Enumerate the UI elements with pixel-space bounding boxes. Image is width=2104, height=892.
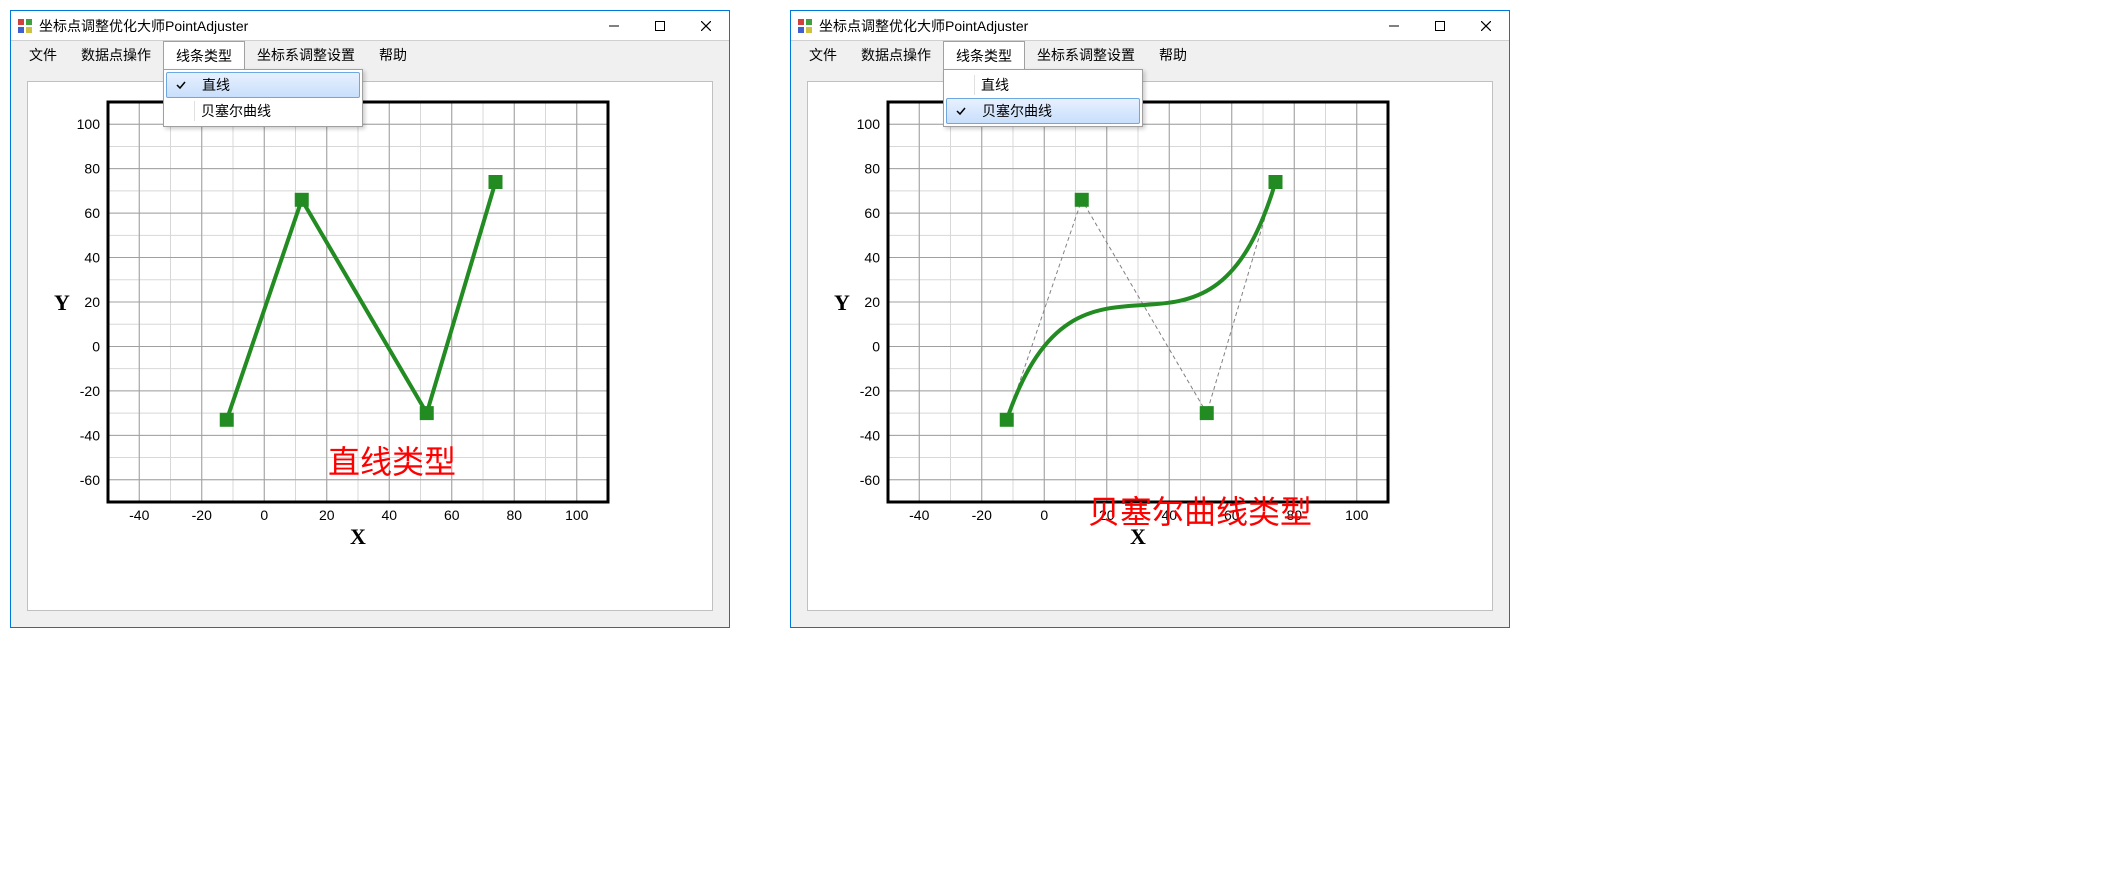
menu-file[interactable]: 文件 xyxy=(797,41,849,69)
menubar: 文件 数据点操作 线条类型 直线 贝塞尔曲线 坐标系调整设置 帮助 xyxy=(791,41,1509,69)
menu-linetype-label: 线条类型 xyxy=(956,46,1012,66)
menu-file[interactable]: 文件 xyxy=(17,41,69,69)
option-label: 直线 xyxy=(195,75,359,95)
svg-text:-40: -40 xyxy=(909,507,929,523)
menu-help[interactable]: 帮助 xyxy=(1147,41,1199,69)
window-title: 坐标点调整优化大师PointAdjuster xyxy=(819,16,1371,36)
app-icon xyxy=(17,18,33,34)
chart-panel: -40 -20 0 20 40 60 80 100 -60 -40 -20 0 20 40 60 80 100 X… xyxy=(807,81,1493,611)
svg-text:-20: -20 xyxy=(80,383,100,399)
svg-text:X: X xyxy=(350,524,366,549)
svg-text:-20: -20 xyxy=(860,383,880,399)
svg-text:-40: -40 xyxy=(80,427,100,443)
menu-data-ops[interactable]: 数据点操作 xyxy=(849,41,943,69)
svg-text:80: 80 xyxy=(84,161,100,177)
menubar: 文件 数据点操作 线条类型 直线 贝塞尔曲线 坐标系调整设置 帮助 xyxy=(11,41,729,69)
svg-text:-60: -60 xyxy=(80,472,100,488)
maximize-button[interactable] xyxy=(1417,11,1463,40)
svg-text:60: 60 xyxy=(1224,507,1240,523)
svg-text:100: 100 xyxy=(1345,507,1369,523)
svg-text:60: 60 xyxy=(864,205,880,221)
close-button[interactable] xyxy=(1463,11,1509,40)
svg-text:20: 20 xyxy=(84,294,100,310)
linetype-option-bezier[interactable]: 贝塞尔曲线 xyxy=(166,98,360,124)
minimize-button[interactable] xyxy=(1371,11,1417,40)
linetype-option-bezier[interactable]: 贝塞尔曲线 xyxy=(946,98,1140,124)
svg-text:80: 80 xyxy=(864,161,880,177)
titlebar[interactable]: 坐标点调整优化大师PointAdjuster xyxy=(791,11,1509,41)
linetype-option-line[interactable]: 直线 xyxy=(946,72,1140,98)
chart-canvas[interactable]: -40 -20 0 20 40 60 80 100 -60 -40 -20 0 20 40 60 80 100 X… xyxy=(38,92,698,592)
svg-text:100: 100 xyxy=(77,116,101,132)
svg-text:100: 100 xyxy=(857,116,881,132)
svg-text:0: 0 xyxy=(92,338,100,354)
menu-linetype[interactable]: 线条类型 直线 贝塞尔曲线 xyxy=(163,41,245,69)
window-title: 坐标点调整优化大师PointAdjuster xyxy=(39,16,591,36)
linetype-dropdown: 直线 贝塞尔曲线 xyxy=(163,69,363,127)
svg-text:-60: -60 xyxy=(860,472,880,488)
menu-linetype-label: 线条类型 xyxy=(176,46,232,66)
chart-panel: -40 -20 0 20 40 60 80 100 -60 -40 -20 0 20 40 60 80 100 X… xyxy=(27,81,713,611)
svg-text:100: 100 xyxy=(565,507,589,523)
svg-text:40: 40 xyxy=(1161,507,1177,523)
svg-text:-40: -40 xyxy=(129,507,149,523)
svg-text:0: 0 xyxy=(1040,507,1048,523)
menu-coord-settings[interactable]: 坐标系调整设置 xyxy=(245,41,367,69)
svg-text:40: 40 xyxy=(84,250,100,266)
svg-text:Y: Y xyxy=(834,290,850,315)
svg-text:0: 0 xyxy=(260,507,268,523)
option-label: 贝塞尔曲线 xyxy=(975,101,1139,121)
menu-coord-settings[interactable]: 坐标系调整设置 xyxy=(1025,41,1147,69)
linetype-dropdown: 直线 贝塞尔曲线 xyxy=(943,69,1143,127)
svg-text:80: 80 xyxy=(506,507,522,523)
check-icon xyxy=(167,79,195,91)
titlebar[interactable]: 坐标点调整优化大师PointAdjuster xyxy=(11,11,729,41)
svg-text:-20: -20 xyxy=(192,507,212,523)
chart-canvas[interactable]: -40 -20 0 20 40 60 80 100 -60 -40 -20 0 20 40 60 80 100 X… xyxy=(818,92,1478,592)
svg-text:40: 40 xyxy=(864,250,880,266)
svg-text:20: 20 xyxy=(864,294,880,310)
app-window-2: 坐标点调整优化大师PointAdjuster 文件 数据点操作 线条类型 直线 … xyxy=(790,10,1510,628)
svg-text:20: 20 xyxy=(1099,507,1115,523)
svg-text:60: 60 xyxy=(84,205,100,221)
check-icon xyxy=(947,105,975,117)
option-label: 贝塞尔曲线 xyxy=(194,101,360,121)
svg-text:80: 80 xyxy=(1286,507,1302,523)
close-button[interactable] xyxy=(683,11,729,40)
menu-data-ops[interactable]: 数据点操作 xyxy=(69,41,163,69)
window-controls xyxy=(1371,11,1509,40)
linetype-option-line[interactable]: 直线 xyxy=(166,72,360,98)
svg-text:60: 60 xyxy=(444,507,460,523)
window-controls xyxy=(591,11,729,40)
menu-linetype[interactable]: 线条类型 直线 贝塞尔曲线 xyxy=(943,41,1025,69)
option-label: 直线 xyxy=(974,75,1140,95)
svg-text:-40: -40 xyxy=(860,427,880,443)
svg-text:Y: Y xyxy=(54,290,70,315)
maximize-button[interactable] xyxy=(637,11,683,40)
svg-text:X: X xyxy=(1130,524,1146,549)
svg-text:20: 20 xyxy=(319,507,335,523)
svg-text:40: 40 xyxy=(381,507,397,523)
svg-text:0: 0 xyxy=(872,338,880,354)
menu-help[interactable]: 帮助 xyxy=(367,41,419,69)
svg-text:-20: -20 xyxy=(972,507,992,523)
minimize-button[interactable] xyxy=(591,11,637,40)
app-window-1: 坐标点调整优化大师PointAdjuster 文件 数据点操作 线条类型 直线 … xyxy=(10,10,730,628)
app-icon xyxy=(797,18,813,34)
